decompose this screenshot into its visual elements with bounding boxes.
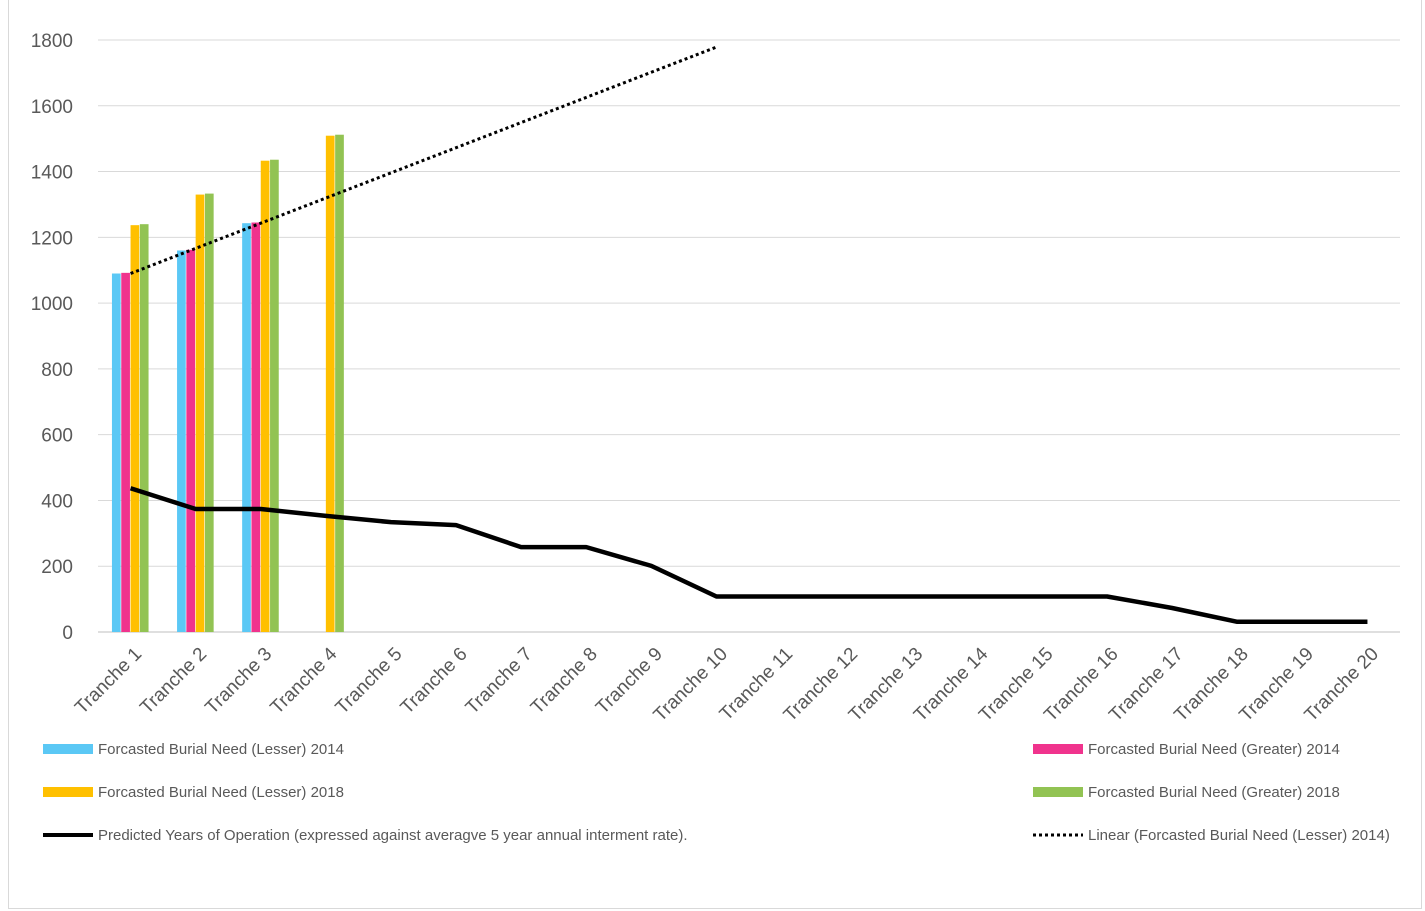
bar-s3-2: [195, 194, 205, 633]
bar-s1-3: [242, 223, 251, 633]
y-tick-label-600: 600: [41, 426, 73, 447]
bar-s4-3: [270, 159, 279, 632]
legend-label-4: Forcasted Burial Need (Greater) 2018: [1088, 784, 1340, 801]
y-tick-label-200: 200: [41, 557, 73, 578]
bar-s3-1: [130, 225, 140, 633]
legend-swatch-4: [1033, 787, 1083, 797]
bar-s4-2: [204, 193, 214, 632]
bar-s3-3: [260, 160, 270, 633]
legend-label-1: Forcasted Burial Need (Lesser) 2014: [98, 741, 344, 758]
bar-s1-2: [177, 250, 186, 632]
legend-label-5: Predicted Years of Operation (expressed …: [98, 827, 688, 844]
chart-frame: [8, 0, 1422, 909]
y-tick-label-1800: 1800: [31, 31, 73, 52]
x-tick-label-3: Tranche 3: [201, 644, 276, 719]
legend-swatch-3: [43, 787, 93, 797]
x-tick-label-4: Tranche 4: [267, 643, 342, 718]
legend-label-2: Forcasted Burial Need (Greater) 2014: [1088, 741, 1340, 758]
bar-s2-1: [121, 272, 130, 632]
x-tick-label-1: Tranche 1: [71, 644, 146, 719]
y-tick-label-1000: 1000: [31, 294, 73, 315]
y-tick-label-1400: 1400: [31, 163, 73, 184]
bar-s2-3: [251, 222, 261, 633]
y-axis-ticks: 0 200 400 600 800 1000 1200 1400 1600 1800: [31, 31, 73, 644]
predicted-years-line: [129, 486, 1368, 625]
legend-swatch-1: [43, 744, 93, 754]
legend: Forcasted Burial Need (Lesser) 2014 Forca…: [43, 741, 1390, 844]
y-tick-label-0: 0: [62, 623, 73, 644]
legend-label-6: Linear (Forcasted Burial Need (Lesser) 2…: [1088, 827, 1390, 844]
y-tick-label-800: 800: [41, 360, 73, 381]
x-tick-label-2: Tranche 2: [136, 644, 211, 719]
bars: [111, 134, 344, 633]
legend-swatch-2: [1033, 744, 1083, 754]
series-lines: [129, 45, 1368, 625]
y-tick-label-400: 400: [41, 491, 73, 512]
legend-label-3: Forcasted Burial Need (Lesser) 2018: [98, 784, 344, 801]
bar-s1-1: [111, 273, 121, 632]
y-tick-label-1200: 1200: [31, 228, 73, 249]
linear-trendline: [130, 45, 717, 275]
bar-s2-2: [186, 249, 196, 632]
gridlines: [98, 39, 1400, 633]
x-tick-label-7: Tranche 7: [462, 644, 537, 719]
y-tick-label-1600: 1600: [31, 97, 73, 118]
x-tick-label-6: Tranche 6: [397, 644, 472, 719]
bar-s4-1: [139, 224, 149, 632]
x-tick-label-8: Tranche 8: [527, 644, 602, 719]
bar-s3-4: [325, 135, 335, 632]
bar-s4-4: [335, 134, 344, 632]
x-tick-label-5: Tranche 5: [332, 644, 407, 719]
